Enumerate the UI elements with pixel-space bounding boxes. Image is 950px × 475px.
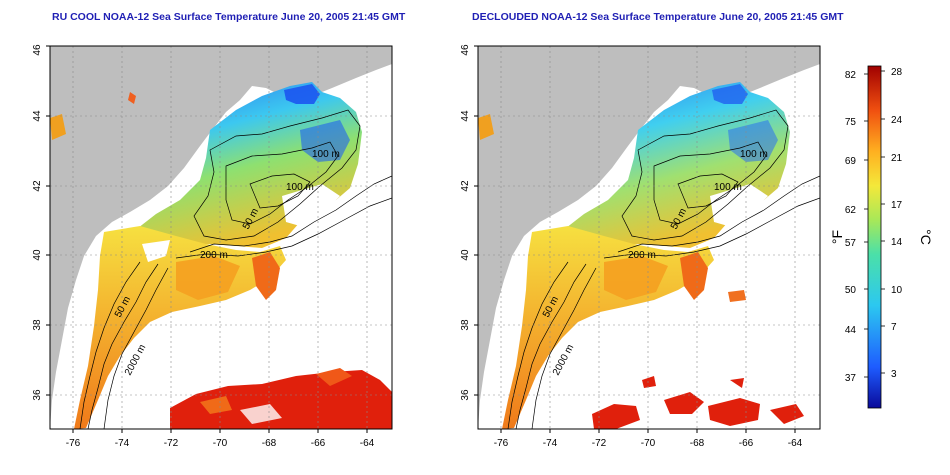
- colorbar-c-tick: 3: [891, 369, 897, 380]
- colorbar-c-tick: 17: [891, 200, 903, 211]
- y-tick-label: 36: [460, 389, 471, 401]
- x-tick-label: -66: [739, 438, 754, 449]
- colorbar-f-tick: 69: [845, 156, 857, 167]
- gulf-stream-warm-patch: [170, 370, 392, 429]
- right-map-frame: [477, 45, 821, 430]
- x-tick-label: -70: [213, 438, 228, 449]
- left-map-frame: [49, 45, 393, 430]
- x-tick-label: -64: [788, 438, 803, 449]
- contour-label: 200 m: [628, 250, 656, 261]
- colorbar-fahrenheit-label: °F: [829, 230, 845, 244]
- y-tick-label: 40: [460, 249, 471, 261]
- colorbar-f-tick: 75: [845, 117, 857, 128]
- y-tick-label: 46: [460, 44, 471, 56]
- x-tick-label: -74: [115, 438, 130, 449]
- y-tick-label: 38: [460, 319, 471, 331]
- x-tick-label: -70: [641, 438, 656, 449]
- x-tick-label: -72: [164, 438, 179, 449]
- cold-core: [284, 84, 320, 104]
- y-tick-label: 44: [32, 110, 43, 122]
- colorbar-f-tick: 62: [845, 205, 857, 216]
- colorbar-f-tick: 82: [845, 70, 857, 81]
- land-area: [50, 46, 392, 429]
- y-tick-label: 42: [460, 180, 471, 192]
- colorbar-c-tick: 24: [891, 115, 903, 126]
- y-tick-label: 42: [32, 180, 43, 192]
- y-tick-label: 44: [460, 110, 471, 122]
- colorbar-ramp: [867, 65, 882, 409]
- colorbar-f-tick: 44: [845, 325, 857, 336]
- left-map-area: 100 m 100 m 50 m 200 m 50 m 2000 m: [50, 46, 392, 429]
- contour-label: 100 m: [312, 149, 340, 160]
- lat-lon-grid: [50, 46, 392, 429]
- contour-label: 100 m: [714, 182, 742, 193]
- colorbar-c-tick: 14: [891, 237, 903, 248]
- y-tick-label: 38: [32, 319, 43, 331]
- x-tick-label: -64: [360, 438, 375, 449]
- cold-core: [712, 84, 748, 104]
- gulf-stream-warm-patch: [592, 376, 804, 429]
- x-tick-label: -66: [311, 438, 326, 449]
- left-map-title: RU COOL NOAA-12 Sea Surface Temperature …: [52, 11, 406, 23]
- x-tick-label: -74: [543, 438, 558, 449]
- left-map-axes: -76 -74 -72 -70 -68 -66 -64 36 38 40 42 …: [32, 44, 375, 449]
- colorbar-c-tick: 21: [891, 153, 903, 164]
- x-tick-label: -68: [690, 438, 705, 449]
- colorbar-celsius-label: °C: [918, 229, 934, 245]
- colorbar: 82 75 69 62 57 50 44 37 28 24 21 17 14 1…: [829, 65, 934, 409]
- y-tick-label: 36: [32, 389, 43, 401]
- right-map: 100 m 100 m 50 m 200 m 50 m 2000 m -76 -…: [460, 44, 821, 449]
- colorbar-f-tick: 57: [845, 238, 857, 249]
- right-map-axes: -76 -74 -72 -70 -68 -66 -64 36 38 40 42 …: [460, 44, 803, 449]
- x-tick-label: -72: [592, 438, 607, 449]
- contour-label: 100 m: [740, 149, 768, 160]
- colorbar-c-tick: 7: [891, 322, 897, 333]
- bathymetry-contours: [79, 109, 392, 429]
- contour-label: 100 m: [286, 182, 314, 193]
- y-tick-label: 40: [32, 249, 43, 261]
- colorbar-c-tick: 28: [891, 67, 903, 78]
- contour-label: 200 m: [200, 250, 228, 261]
- right-map-title: DECLOUDED NOAA-12 Sea Surface Temperatur…: [472, 11, 844, 23]
- x-tick-label: -68: [262, 438, 277, 449]
- left-map: 100 m 100 m 50 m 200 m 50 m 2000 m -76 -…: [32, 44, 393, 449]
- land-area: [478, 46, 820, 429]
- x-tick-label: -76: [494, 438, 509, 449]
- y-tick-label: 46: [32, 44, 43, 56]
- colorbar-f-tick: 50: [845, 285, 857, 296]
- colorbar-f-tick: 37: [845, 373, 857, 384]
- colorbar-c-tick: 10: [891, 285, 903, 296]
- right-map-area: 100 m 100 m 50 m 200 m 50 m 2000 m: [478, 46, 820, 429]
- x-tick-label: -76: [66, 438, 81, 449]
- lat-lon-grid: [478, 46, 820, 429]
